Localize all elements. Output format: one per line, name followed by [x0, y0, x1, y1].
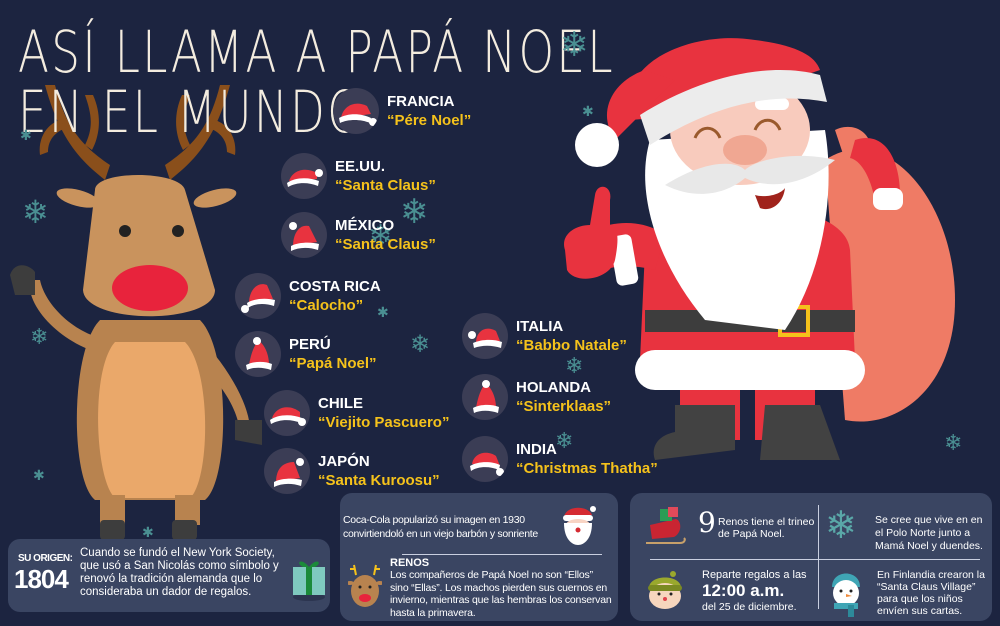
santa-name: “Christmas Thatha” [516, 459, 658, 477]
reindeer-illustration [10, 85, 262, 540]
card-divider [402, 554, 602, 555]
snowflake-icon: ❄ [555, 428, 574, 453]
origin-card: SU ORIGEN: 1804 Cuando se fundó el New Y… [8, 539, 330, 612]
reindeer-face-icon [348, 564, 382, 607]
santa-face-icon [563, 506, 596, 545]
santa-hat-icon [235, 331, 281, 377]
north-pole-text: Se cree que vive en en el Polo Norte jun… [875, 514, 983, 552]
country-name: FRANCIA [387, 92, 455, 110]
origin-label: SU ORIGEN: [18, 553, 73, 564]
country-india: INDIA “Christmas Thatha” [462, 436, 658, 482]
snowflake-icon: ✱ [20, 127, 32, 143]
santa-hat-icon [462, 374, 508, 420]
country-japon: JAPÓN “Santa Kuroosu” [264, 448, 440, 494]
snowflake-icon: ❄ [410, 331, 431, 358]
snowflake-icon: ❄ [30, 324, 49, 349]
snowflake-icon: ❄ [560, 26, 589, 64]
title-line-2: EN EL MUNDO [18, 78, 366, 146]
country-name: ITALIA [516, 317, 564, 335]
country-name: CHILE [318, 394, 363, 412]
origin-text: Cuando se fundó el New York Society, que… [80, 547, 279, 598]
santa-name: “Papá Noel” [289, 354, 377, 372]
country-name: COSTA RICA [289, 277, 381, 295]
snowman-icon [832, 573, 860, 617]
finland-text: En Finlandia crearon la “Santa Claus Vil… [877, 569, 985, 617]
country-mexico: MÉXICO “Santa Claus” [281, 212, 436, 258]
origin-year: 1804 [14, 564, 69, 594]
santa-hat-icon [281, 153, 327, 199]
reindeer-count: 9 [698, 506, 716, 539]
facts-card: 9 Renos tiene el trineo de Papá Noel. ❄ … [630, 493, 992, 621]
santa-name: “Babbo Natale” [516, 336, 627, 354]
cocacola-renos-card: Coca-Cola popularizó su imagen en 1930 c… [340, 493, 618, 621]
country-costa-rica: COSTA RICA “Calocho” [235, 273, 381, 319]
snowflake-icon: ✱ [582, 103, 594, 119]
delivery-date: del 25 de diciembre. [702, 601, 797, 613]
country-peru: PERÚ “Papá Noel” [235, 331, 377, 377]
santa-name: “Santa Claus” [335, 176, 436, 194]
snowflake-icon: ❄ [368, 220, 394, 253]
snowflake-icon: ❄ [22, 194, 49, 230]
santa-hat-icon [281, 212, 327, 258]
country-name: EE.UU. [335, 157, 386, 175]
country-name: MÉXICO [335, 216, 395, 234]
santa-hat-icon [462, 436, 508, 482]
renos-title: RENOS [390, 557, 430, 569]
country-name: HOLANDA [516, 378, 591, 396]
country-name: JAPÓN [318, 452, 370, 470]
snowflake-icon: ❄ [400, 193, 429, 231]
santa-name: “Santa Claus” [335, 235, 436, 253]
title-line-1: ASÍ LLAMA A PAPÁ NOEL [18, 18, 615, 86]
country-holanda: HOLANDA “Sinterklaas” [462, 374, 611, 420]
delivery-time: 12:00 a.m. [702, 581, 785, 600]
country-chile: CHILE “Viejito Pascuero” [264, 390, 449, 436]
snowflake-icon: ✱ [33, 467, 45, 483]
reindeer-text: Renos tiene el trineo de Papá Noel. [718, 516, 815, 540]
renos-text: Los compañeros de Papá Noel no son “Ello… [390, 569, 612, 619]
card-divider [818, 505, 819, 609]
santa-name: “Santa Kuroosu” [318, 471, 440, 489]
santa-name: “Sinterklaas” [516, 397, 612, 415]
delivery-intro: Reparte regalos a las [702, 569, 807, 581]
snowflake-icon: ❄ [565, 353, 584, 378]
santa-hat-icon [264, 448, 310, 494]
snowflake-icon: ✱ [142, 524, 154, 540]
cocacola-text: Coca-Cola popularizó su imagen en 1930 c… [343, 514, 538, 540]
santa-hat-icon [264, 390, 310, 436]
snowflake-icon: ❄ [825, 505, 857, 547]
country-name: PERÚ [289, 335, 331, 353]
country-italia: ITALIA “Babbo Natale” [462, 313, 627, 359]
santa-name: “Viejito Pascuero” [318, 413, 450, 431]
santa-hat-icon [235, 273, 281, 319]
country-name: INDIA [516, 440, 557, 458]
country-francia: FRANCIA “Pére Noel” [333, 88, 471, 134]
elf-icon [648, 571, 682, 609]
sleigh-icon [646, 507, 686, 544]
snowflake-icon: ✱ [377, 304, 389, 320]
gift-icon [293, 561, 325, 601]
santa-hat-icon [333, 88, 379, 134]
santa-name: “Calocho” [289, 296, 364, 314]
country-eeuu: EE.UU. “Santa Claus” [281, 153, 436, 199]
card-divider [650, 559, 980, 560]
santa-name: “Pére Noel” [387, 111, 472, 129]
santa-hat-icon [462, 313, 508, 359]
snowflake-icon: ❄ [944, 430, 963, 455]
santa-illustration [564, 38, 955, 460]
